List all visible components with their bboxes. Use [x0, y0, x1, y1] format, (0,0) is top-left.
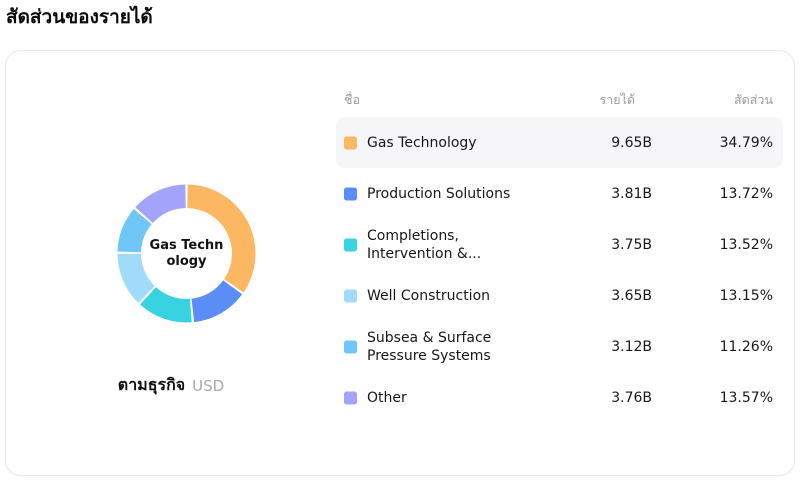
donut-chart-svg [117, 184, 256, 323]
row-segment-name: Gas Technology [367, 134, 477, 151]
table-row[interactable]: Completions, Intervention &... 3.75B 13.52… [336, 219, 783, 270]
row-revenue-value: 3.65B [611, 287, 652, 304]
table-body: Gas Technology 9.65B 34.79% Production Solu… [336, 117, 783, 423]
row-revenue-value: 3.12B [611, 338, 652, 355]
donut-segment[interactable] [135, 184, 186, 223]
legend-color-swatch [344, 340, 357, 353]
legend-color-swatch [344, 289, 357, 302]
chart-footer: ตามธุรกิจ USD [6, 373, 336, 398]
legend-table: ชื่อ รายได้ สัดส่วน Gas Technology 9.65B 3… [336, 51, 794, 475]
column-header-name: ชื่อ [344, 92, 360, 107]
row-share-value: 13.52% [719, 236, 773, 253]
row-share-value: 11.26% [719, 338, 773, 355]
legend-color-swatch [344, 391, 357, 404]
row-share-value: 13.15% [719, 287, 773, 304]
legend-color-swatch [344, 238, 357, 251]
row-segment-name: Subsea & Surface Pressure Systems [367, 329, 492, 364]
table-row[interactable]: Well Construction 3.65B 13.15% [336, 270, 783, 321]
chart-currency-unit: USD [192, 376, 225, 395]
table-row[interactable]: Production Solutions 3.81B 13.72% [336, 168, 783, 219]
row-revenue-value: 9.65B [611, 134, 652, 151]
table-row[interactable]: Subsea & Surface Pressure Systems 3.12B 11… [336, 321, 783, 372]
row-segment-name: Other [367, 389, 407, 406]
row-share-value: 13.72% [719, 185, 773, 202]
row-revenue-value: 3.76B [611, 389, 652, 406]
table-header-row: ชื่อ รายได้ สัดส่วน [336, 89, 783, 111]
chart-footer-label: ตามธุรกิจ [117, 375, 186, 394]
row-segment-name: Well Construction [367, 287, 491, 304]
legend-color-swatch [344, 136, 357, 149]
column-header-revenue: รายได้ [599, 92, 635, 107]
legend-color-swatch [344, 187, 357, 200]
donut-segment[interactable] [117, 209, 152, 253]
donut-segment[interactable] [191, 280, 243, 323]
row-share-value: 34.79% [719, 134, 773, 151]
donut-segment[interactable] [140, 287, 192, 323]
column-header-share: สัดส่วน [734, 92, 773, 107]
donut-segment[interactable] [117, 253, 155, 303]
page-title: สัดส่วนของรายได้ [6, 6, 153, 28]
row-revenue-value: 3.81B [611, 185, 652, 202]
donut-chart[interactable]: Gas Technology [114, 181, 259, 326]
row-segment-name: Completions, Intervention &... [367, 227, 482, 262]
row-revenue-value: 3.75B [611, 236, 652, 253]
table-row[interactable]: Other 3.76B 13.57% [336, 372, 783, 423]
row-share-value: 13.57% [719, 389, 773, 406]
chart-pane: Gas Technology ตามธุรกิจ USD [6, 51, 336, 475]
row-segment-name: Production Solutions [367, 185, 511, 202]
revenue-breakdown-card: Gas Technology ตามธุรกิจ USD ชื่อ รายได้ … [5, 50, 795, 476]
table-row[interactable]: Gas Technology 9.65B 34.79% [336, 117, 783, 168]
donut-segment[interactable] [187, 184, 256, 293]
